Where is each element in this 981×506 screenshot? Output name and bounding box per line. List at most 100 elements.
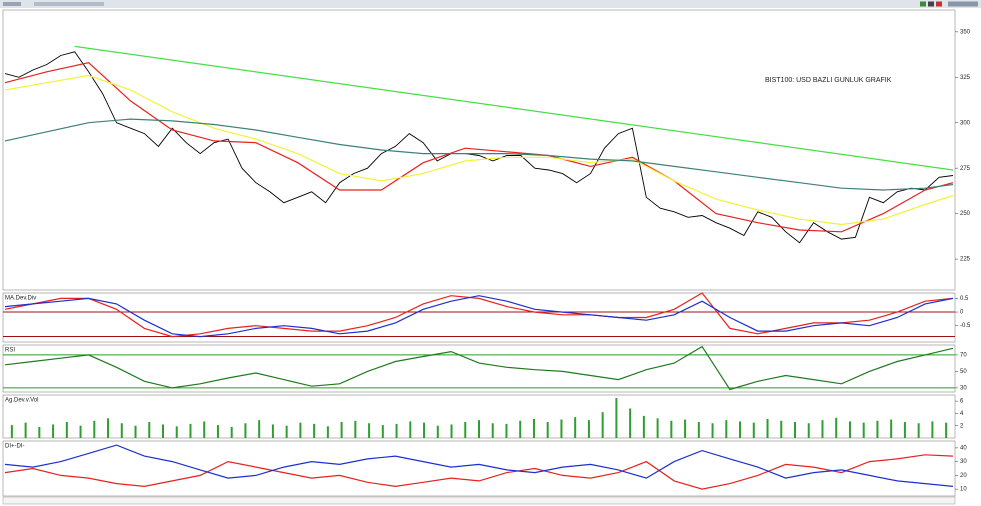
volume-bar (821, 420, 824, 438)
volume-bar (65, 422, 68, 438)
volume-bar (368, 423, 371, 438)
volume-bar (203, 421, 206, 438)
volume-bar (656, 418, 659, 438)
title-bar (0, 0, 981, 8)
volume-bar (711, 423, 714, 438)
volume-bar (574, 417, 577, 438)
volume-bar (354, 420, 357, 438)
series-line (4, 118, 954, 191)
series-line (4, 454, 954, 490)
y-tick-label: 0 (960, 310, 964, 316)
volume-bar (381, 425, 384, 438)
series-line (4, 345, 954, 391)
y-tick-label: 30 (960, 385, 967, 391)
volume-bar (271, 424, 274, 438)
panel-title: MA.Dev.Div (5, 296, 36, 302)
y-tick-label: 325 (960, 75, 971, 81)
series-line (4, 292, 954, 338)
volume-bar (629, 408, 632, 438)
y-tick-label: 30 (960, 459, 967, 465)
y-tick-label: 225 (960, 257, 971, 263)
panel (2, 9, 956, 291)
volume-bar (38, 426, 41, 438)
volume-bar (642, 415, 645, 438)
volume-bar (670, 420, 673, 438)
annotation: BIST100: USD BAZLI GUNLUK GRAFIK (765, 77, 892, 84)
volume-bar (216, 425, 219, 438)
volume-bar (107, 418, 110, 438)
volume-bar (230, 426, 233, 438)
volume-bar (464, 422, 467, 438)
volume-bar (807, 423, 810, 438)
volume-bar (532, 418, 535, 438)
panel (2, 440, 956, 497)
volume-bar (450, 424, 453, 438)
toolbar-button[interactable] (936, 1, 942, 7)
volume-bar (752, 422, 755, 438)
series-line (4, 62, 954, 233)
y-tick-label: 40 (960, 445, 967, 451)
y-tick-label: 6 (960, 399, 964, 405)
volume-bar (835, 417, 838, 438)
panel (2, 344, 956, 393)
toolbar-button[interactable] (948, 1, 978, 7)
volume-bar (848, 421, 851, 438)
toolbar-button[interactable] (928, 1, 934, 7)
volume-bar (258, 420, 261, 438)
y-tick-label: 2 (960, 423, 964, 429)
y-tick-label: 0.5 (960, 296, 969, 302)
volume-bar (917, 423, 920, 438)
volume-bar (244, 423, 247, 438)
series-line (4, 74, 954, 226)
volume-bar (423, 422, 426, 438)
toolbar-button[interactable] (920, 1, 926, 7)
volume-bar (587, 420, 590, 438)
volume-bar (313, 423, 316, 438)
volume-bar (299, 422, 302, 438)
y-tick-label: 350 (960, 29, 971, 35)
volume-bar (93, 420, 96, 438)
volume-bar (326, 426, 329, 438)
volume-bar (491, 423, 494, 438)
volume-bar (436, 425, 439, 438)
y-tick-label: 250 (960, 211, 971, 217)
panel-title: RSI (5, 348, 15, 354)
volume-bar (903, 422, 906, 438)
volume-bar (134, 425, 137, 438)
volume-bar (340, 422, 343, 438)
volume-bar (189, 423, 192, 438)
y-tick-label: 70 (960, 352, 967, 358)
volume-bar (931, 421, 934, 438)
series-line (74, 45, 954, 171)
volume-bar (24, 422, 27, 438)
series-line (4, 51, 954, 244)
y-tick-label: -0.5 (960, 323, 971, 329)
panel-title: DI+-DI- (5, 444, 25, 450)
volume-bar (601, 412, 604, 438)
y-tick-label: 10 (960, 487, 967, 493)
series-line (4, 444, 954, 487)
volume-bar (409, 421, 412, 438)
title-bar-info (3, 2, 21, 6)
volume-bar (945, 422, 948, 438)
volume-bar (505, 423, 508, 438)
y-tick-label: 300 (960, 120, 971, 126)
y-tick-label: 275 (960, 166, 971, 172)
volume-bar (162, 424, 164, 438)
volume-bar (739, 421, 742, 438)
volume-bar (10, 425, 13, 438)
volume-bar (862, 422, 865, 438)
volume-bar (725, 420, 728, 438)
volume-bar (52, 424, 55, 438)
volume-bar (79, 425, 82, 438)
volume-bar (148, 422, 151, 438)
volume-bar (478, 420, 480, 438)
volume-bar (876, 420, 879, 438)
y-tick-label: 4 (960, 411, 964, 417)
volume-bar (519, 420, 522, 438)
volume-bar (615, 398, 618, 438)
volume-bar (794, 422, 796, 438)
x-axis-strip (2, 496, 956, 505)
